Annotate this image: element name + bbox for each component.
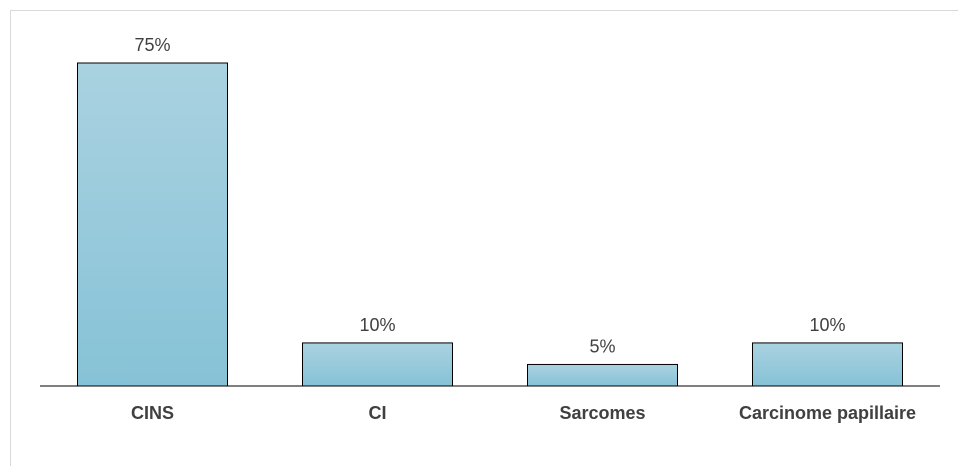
x-tick-label: CI	[368, 403, 387, 423]
bar	[752, 342, 903, 387]
bar	[77, 62, 228, 387]
value-label: 75%	[134, 35, 170, 55]
x-tick-label: Carcinome papillaire	[738, 403, 917, 423]
x-tick-label: CINS	[130, 403, 174, 423]
bar	[302, 342, 453, 387]
bar	[527, 363, 678, 387]
frame	[10, 10, 958, 466]
value-label: 5%	[589, 336, 615, 356]
value-label: 10%	[809, 315, 845, 335]
x-tick-label: Sarcomes	[559, 403, 646, 423]
value-label: 10%	[359, 315, 395, 335]
